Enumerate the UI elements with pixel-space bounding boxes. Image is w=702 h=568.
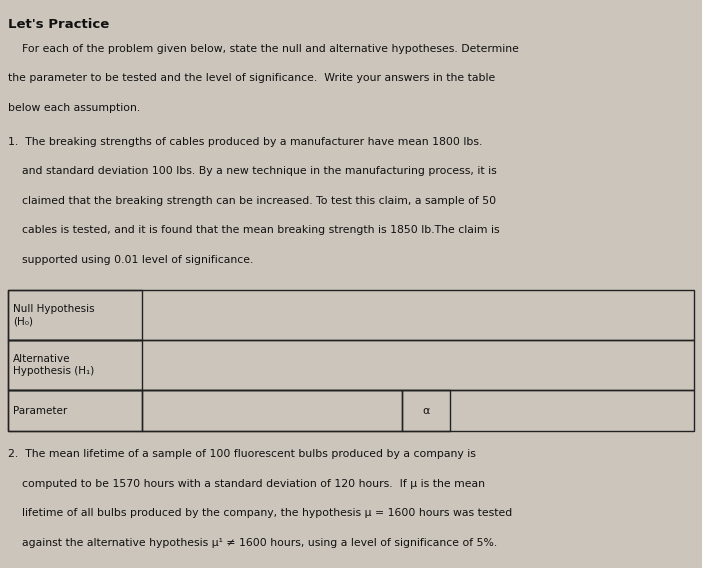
Text: 2.  The mean lifetime of a sample of 100 fluorescent bulbs produced by a company: 2. The mean lifetime of a sample of 100 … — [8, 449, 476, 460]
Text: supported using 0.01 level of significance.: supported using 0.01 level of significan… — [8, 255, 254, 265]
Text: claimed that the breaking strength can be increased. To test this claim, a sampl: claimed that the breaking strength can b… — [8, 196, 496, 206]
Bar — [8, 340, 694, 390]
Bar — [142, 390, 402, 431]
Text: Alternative
Hypothesis (H₁): Alternative Hypothesis (H₁) — [13, 354, 94, 376]
Text: For each of the problem given below, state the null and alternative hypotheses. : For each of the problem given below, sta… — [8, 44, 519, 54]
Bar — [8, 390, 142, 431]
Bar — [8, 290, 142, 340]
Text: 1.  The breaking strengths of cables produced by a manufacturer have mean 1800 l: 1. The breaking strengths of cables prod… — [8, 137, 483, 147]
Text: and standard deviation 100 lbs. By a new technique in the manufacturing process,: and standard deviation 100 lbs. By a new… — [8, 166, 497, 177]
Text: Let's Practice: Let's Practice — [8, 18, 110, 31]
Bar — [8, 340, 142, 390]
Text: computed to be 1570 hours with a standard deviation of 120 hours.  If μ is the m: computed to be 1570 hours with a standar… — [8, 479, 485, 489]
Bar — [402, 390, 451, 431]
Text: Null Hypothesis
(H₀): Null Hypothesis (H₀) — [13, 304, 94, 326]
Text: against the alternative hypothesis μ¹ ≠ 1600 hours, using a level of significanc: against the alternative hypothesis μ¹ ≠ … — [8, 538, 498, 548]
Bar — [8, 390, 694, 431]
Text: Parameter: Parameter — [13, 406, 67, 416]
Text: α: α — [423, 406, 430, 416]
Bar — [8, 290, 694, 340]
Text: below each assumption.: below each assumption. — [8, 103, 140, 113]
Text: cables is tested, and it is found that the mean breaking strength is 1850 lb.The: cables is tested, and it is found that t… — [8, 225, 500, 236]
Text: lifetime of all bulbs produced by the company, the hypothesis μ = 1600 hours was: lifetime of all bulbs produced by the co… — [8, 508, 512, 519]
Text: the parameter to be tested and the level of significance.  Write your answers in: the parameter to be tested and the level… — [8, 73, 496, 83]
